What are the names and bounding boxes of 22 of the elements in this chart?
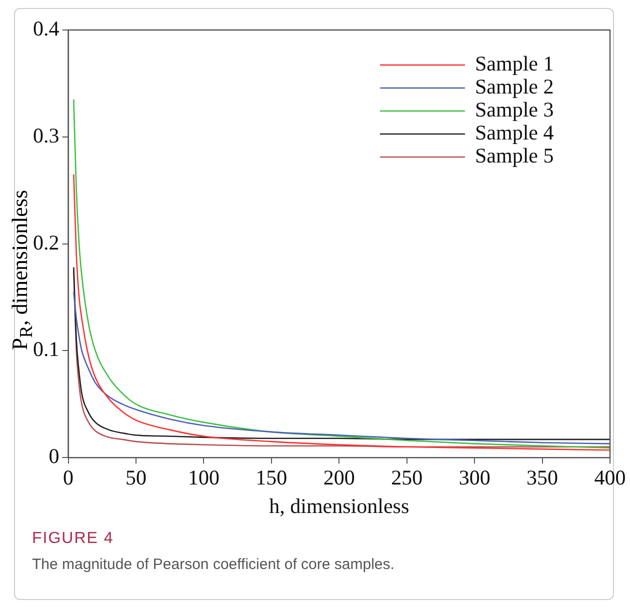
x-tick-label: 100 — [188, 466, 220, 490]
y-tick-label: 0 — [48, 444, 60, 468]
x-tick-label: 200 — [323, 466, 355, 490]
line-series — [73, 174, 610, 451]
y-tick-label: 0.2 — [33, 230, 60, 254]
x-tick-label: 350 — [526, 466, 558, 490]
caption: FIGURE 4 — [32, 530, 114, 548]
x-axis-title: h, dimensionless — [269, 494, 410, 518]
y-tick-label: 0.3 — [33, 123, 60, 148]
x-tick-label: 50 — [125, 466, 146, 490]
x-tick-label: 300 — [458, 466, 490, 490]
legend-label: Sample 5 — [475, 144, 554, 168]
x-tick-label: 250 — [391, 466, 423, 490]
text: The magnitude of Pearson coefficient of core samples. — [32, 556, 394, 573]
x-tick-label: 400 — [594, 466, 626, 490]
legend-label: Sample 2 — [475, 74, 554, 99]
y-tick-label: 0.4 — [33, 16, 60, 41]
legend-label: Sample 1 — [475, 52, 554, 76]
line-series — [73, 98, 610, 449]
legend-label: Sample 4 — [475, 120, 554, 145]
legend-label: Sample 3 — [475, 98, 554, 122]
x-tick-label: 150 — [256, 466, 288, 490]
